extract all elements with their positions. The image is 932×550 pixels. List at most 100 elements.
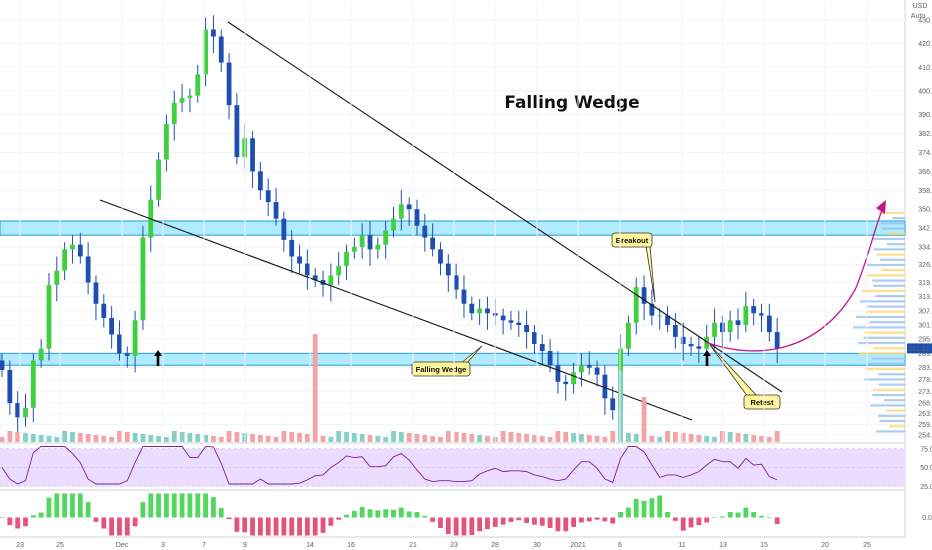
volume-bar bbox=[602, 437, 608, 442]
macd-bar bbox=[218, 508, 224, 518]
volume-profile-bar bbox=[866, 274, 905, 277]
volume-bar bbox=[164, 437, 169, 442]
candle-body bbox=[312, 275, 318, 281]
macd-bar bbox=[203, 493, 208, 518]
candle-body bbox=[38, 348, 44, 361]
x-tick-label: 14 bbox=[306, 542, 314, 549]
volume-bar bbox=[626, 433, 631, 442]
volume-bar bbox=[696, 435, 702, 442]
macd-bar bbox=[469, 517, 475, 536]
projection-arrowhead bbox=[876, 200, 886, 214]
volume-profile-bar bbox=[864, 378, 905, 381]
macd-bar bbox=[273, 517, 279, 536]
volume-bar bbox=[500, 431, 506, 442]
volume-bar bbox=[187, 433, 193, 442]
volume-profile-bar bbox=[881, 269, 905, 272]
candle-body bbox=[719, 322, 725, 333]
chart-annotation-title: Falling Wedge bbox=[504, 93, 639, 113]
volume-profile-bar bbox=[858, 341, 905, 345]
volume-bar bbox=[367, 435, 373, 442]
macd-bar bbox=[555, 517, 561, 532]
volume-profile-bar bbox=[867, 263, 905, 267]
macd-bar bbox=[328, 517, 334, 526]
y-tick-label: 382.00 bbox=[918, 131, 932, 138]
candle-body bbox=[101, 303, 107, 318]
lower-trendline bbox=[99, 199, 693, 421]
candle-body bbox=[751, 306, 757, 314]
volume-bar bbox=[23, 433, 28, 442]
macd-bar bbox=[234, 517, 240, 532]
volume-bar bbox=[62, 431, 68, 442]
y-tick-label: 278.00 bbox=[918, 377, 932, 384]
volume-bar bbox=[477, 435, 483, 442]
resistance-zone bbox=[0, 220, 906, 236]
macd-bar bbox=[485, 517, 490, 530]
macd-bar bbox=[477, 517, 483, 532]
macd-bar bbox=[23, 517, 28, 527]
volume-bar bbox=[179, 432, 185, 442]
candle-body bbox=[563, 381, 569, 385]
volume-profile-bar bbox=[892, 217, 905, 220]
volume-bar bbox=[140, 434, 146, 442]
macd-bar bbox=[344, 514, 349, 518]
candle-body bbox=[297, 256, 302, 264]
candle-body bbox=[273, 202, 279, 219]
volume-bar bbox=[171, 431, 177, 442]
volume-profile-bar bbox=[858, 352, 905, 355]
volume-bar bbox=[101, 436, 107, 442]
macd-bar bbox=[109, 517, 115, 536]
falling-wedge-label-box bbox=[411, 361, 471, 377]
macd-bar bbox=[547, 517, 553, 528]
macd-bar bbox=[140, 502, 146, 518]
macd-bar bbox=[257, 517, 263, 536]
candle-body bbox=[70, 244, 75, 250]
macd-bar bbox=[242, 517, 248, 533]
y-tick-label: 319.00 bbox=[918, 280, 932, 287]
x-tick-label: 28 bbox=[491, 542, 499, 549]
macd-bar bbox=[171, 493, 177, 518]
candle-body bbox=[117, 334, 122, 354]
candle-body bbox=[633, 287, 639, 323]
macd-bar bbox=[70, 493, 75, 518]
macd-bar bbox=[524, 517, 530, 523]
volume-bar bbox=[735, 433, 741, 442]
candle-body bbox=[532, 332, 537, 344]
y-tick-label: 295.00 bbox=[918, 337, 932, 344]
candle-body bbox=[289, 239, 295, 257]
macd-bar bbox=[62, 493, 68, 518]
volume-bar bbox=[508, 432, 514, 442]
last-price-label: 291.12 bbox=[908, 346, 930, 353]
volume-bar bbox=[485, 436, 490, 442]
x-tick-label: 23 bbox=[450, 542, 458, 549]
volume-bar bbox=[766, 437, 772, 442]
macd-bar bbox=[688, 517, 694, 528]
candle-body bbox=[218, 36, 224, 63]
x-tick-label: 30 bbox=[533, 542, 541, 549]
candle-body bbox=[0, 360, 5, 370]
volume-profile-bar bbox=[879, 419, 905, 423]
candle-body bbox=[383, 230, 389, 245]
candle-body bbox=[375, 244, 381, 250]
macd-bar bbox=[351, 510, 357, 518]
x-tick-label: 23 bbox=[16, 542, 24, 549]
y-tick-label: 420.00 bbox=[918, 41, 932, 48]
volume-bar bbox=[297, 433, 302, 442]
candle-body bbox=[226, 62, 232, 106]
volume-bar bbox=[688, 434, 694, 442]
candle-body bbox=[15, 403, 21, 418]
volume-bar bbox=[532, 435, 537, 442]
macd-bar bbox=[414, 512, 420, 518]
candle-body bbox=[594, 367, 600, 375]
last-price-tag bbox=[907, 343, 932, 354]
macd-bar bbox=[93, 517, 99, 522]
candle-body bbox=[359, 235, 365, 248]
candle-body bbox=[649, 303, 655, 316]
rsi-line bbox=[1, 446, 778, 485]
macd-bar bbox=[375, 510, 381, 518]
volume-profile-bar bbox=[869, 321, 905, 324]
volume-profile-bar bbox=[878, 383, 905, 386]
volume-bar bbox=[351, 433, 357, 442]
candle-body bbox=[46, 284, 52, 349]
macd-bar bbox=[672, 517, 678, 521]
